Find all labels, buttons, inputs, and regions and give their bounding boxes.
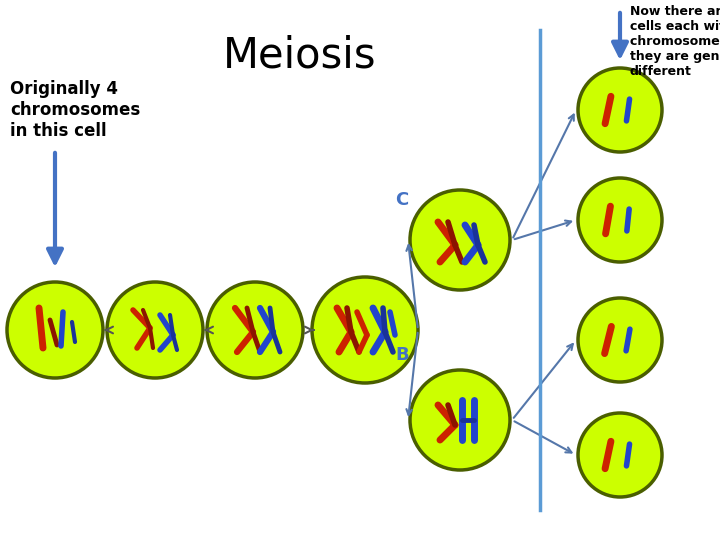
Circle shape [312, 277, 418, 383]
Text: Meiosis: Meiosis [223, 35, 377, 77]
Circle shape [578, 178, 662, 262]
Text: B: B [395, 346, 409, 364]
Text: C: C [395, 191, 408, 209]
Circle shape [578, 68, 662, 152]
Circle shape [578, 413, 662, 497]
Circle shape [578, 298, 662, 382]
Circle shape [7, 282, 103, 378]
Circle shape [207, 282, 303, 378]
Circle shape [410, 190, 510, 290]
Circle shape [410, 370, 510, 470]
Circle shape [107, 282, 203, 378]
Text: Now there are 4
cells each with 2
chromosomes and
they are genetically
different: Now there are 4 cells each with 2 chromo… [630, 5, 720, 78]
Text: Originally 4
chromosomes
in this cell: Originally 4 chromosomes in this cell [10, 80, 140, 140]
